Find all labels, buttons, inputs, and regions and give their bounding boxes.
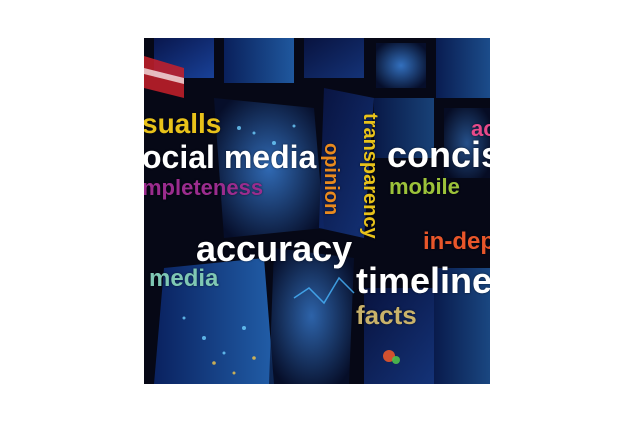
word-opinion: opinion bbox=[320, 143, 342, 216]
word-in-depth: in-dep bbox=[423, 228, 490, 255]
word-concise: concis bbox=[387, 134, 490, 175]
word-mobile: mobile bbox=[389, 174, 460, 199]
word-facts: facts bbox=[356, 300, 417, 330]
word-social-media: ocial media bbox=[144, 139, 317, 175]
word-transparency: transparency bbox=[359, 113, 381, 239]
word-timelines: timelines bbox=[356, 260, 490, 301]
word-completeness: mpleteness bbox=[144, 175, 264, 200]
word-media: media bbox=[149, 265, 219, 292]
word-accuracy: accuracy bbox=[196, 228, 353, 269]
word-collage-image: sualls ocial media mpleteness opinion tr… bbox=[144, 38, 490, 384]
word-ac: ac bbox=[471, 116, 490, 141]
background-screens bbox=[144, 38, 490, 384]
word-visuals: sualls bbox=[144, 108, 222, 139]
